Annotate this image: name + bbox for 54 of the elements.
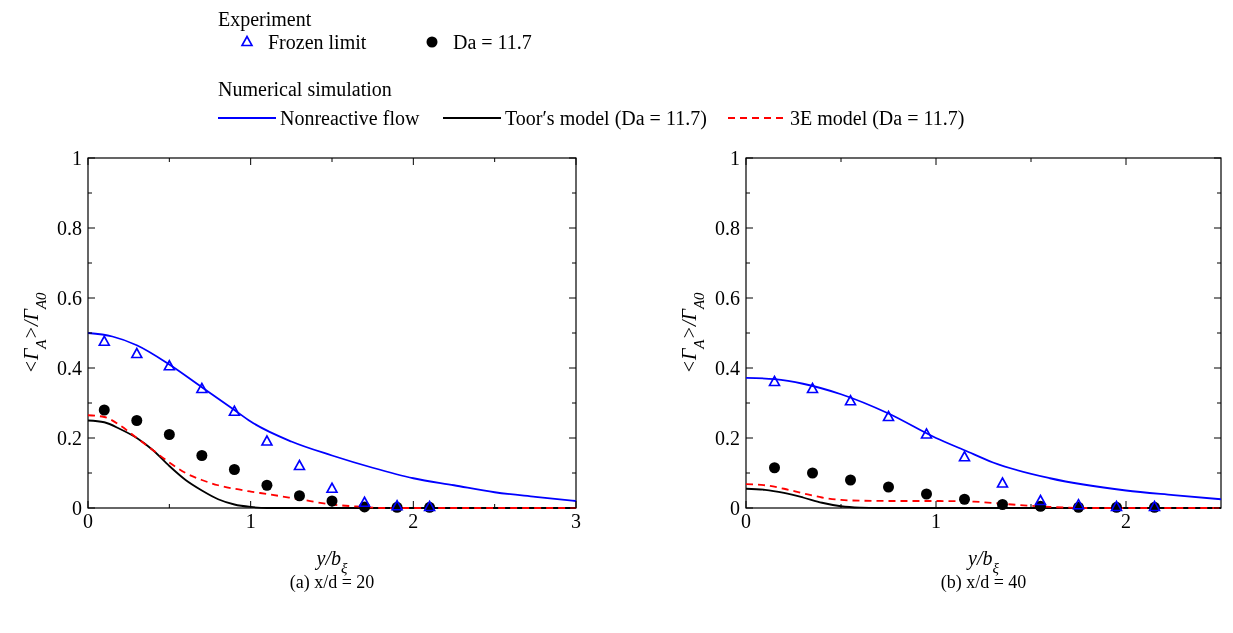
- y-tick-label: 0.8: [57, 217, 82, 239]
- point: [261, 435, 273, 446]
- legend-label: Toor′s model (Da = 11.7): [505, 107, 707, 130]
- point: [807, 467, 818, 479]
- point: [844, 394, 857, 406]
- point: [163, 359, 176, 371]
- point: [293, 490, 305, 502]
- point: [228, 464, 240, 475]
- point: [845, 474, 856, 486]
- text: Experiment: [218, 8, 312, 31]
- x-tick-label: 2: [408, 510, 419, 532]
- point: [1034, 494, 1047, 506]
- point: [769, 462, 780, 474]
- y-tick-label: 1: [730, 147, 740, 169]
- point: [196, 450, 208, 461]
- y-tick-label: 0.4: [57, 357, 82, 379]
- x-tick-label: 1: [931, 510, 941, 532]
- x-tick-label: 1: [245, 510, 256, 532]
- text: Numerical simulation: [218, 78, 392, 100]
- point: [196, 382, 208, 394]
- x-tick-label: 3: [571, 510, 581, 532]
- y-tick-label: 0.6: [715, 287, 740, 309]
- point: [959, 493, 970, 505]
- point: [882, 410, 895, 422]
- point: [131, 415, 143, 426]
- point: [883, 481, 894, 493]
- point: [261, 479, 273, 491]
- point: [806, 382, 819, 394]
- y-tick-label: 0.8: [715, 217, 740, 239]
- y-tick-label: 0.6: [57, 287, 82, 309]
- legend-label: Da = 11.7: [453, 31, 532, 53]
- legend-label: 3E model (Da = 11.7): [790, 107, 965, 130]
- point: [920, 428, 933, 439]
- point: [228, 405, 241, 417]
- point: [921, 488, 932, 500]
- point: [997, 499, 1008, 510]
- legend-label: Frozen limit: [268, 31, 367, 53]
- line-series: [746, 376, 1221, 501]
- point: [293, 459, 306, 471]
- legend-label: Nonreactive flow: [280, 107, 420, 129]
- y-tick-label: 0.2: [715, 427, 740, 449]
- point: [358, 496, 371, 508]
- x-tick-label: 2: [1121, 510, 1131, 532]
- point: [98, 335, 111, 347]
- point: [131, 347, 143, 359]
- point: [996, 477, 1009, 488]
- y-tick-label: 0.4: [715, 357, 740, 379]
- point: [768, 375, 781, 387]
- y-tick-label: 0.2: [57, 427, 82, 449]
- point: [326, 482, 338, 494]
- point: [163, 429, 175, 440]
- y-tick-label: 1: [72, 147, 82, 169]
- point: [958, 450, 971, 462]
- point: [98, 404, 110, 416]
